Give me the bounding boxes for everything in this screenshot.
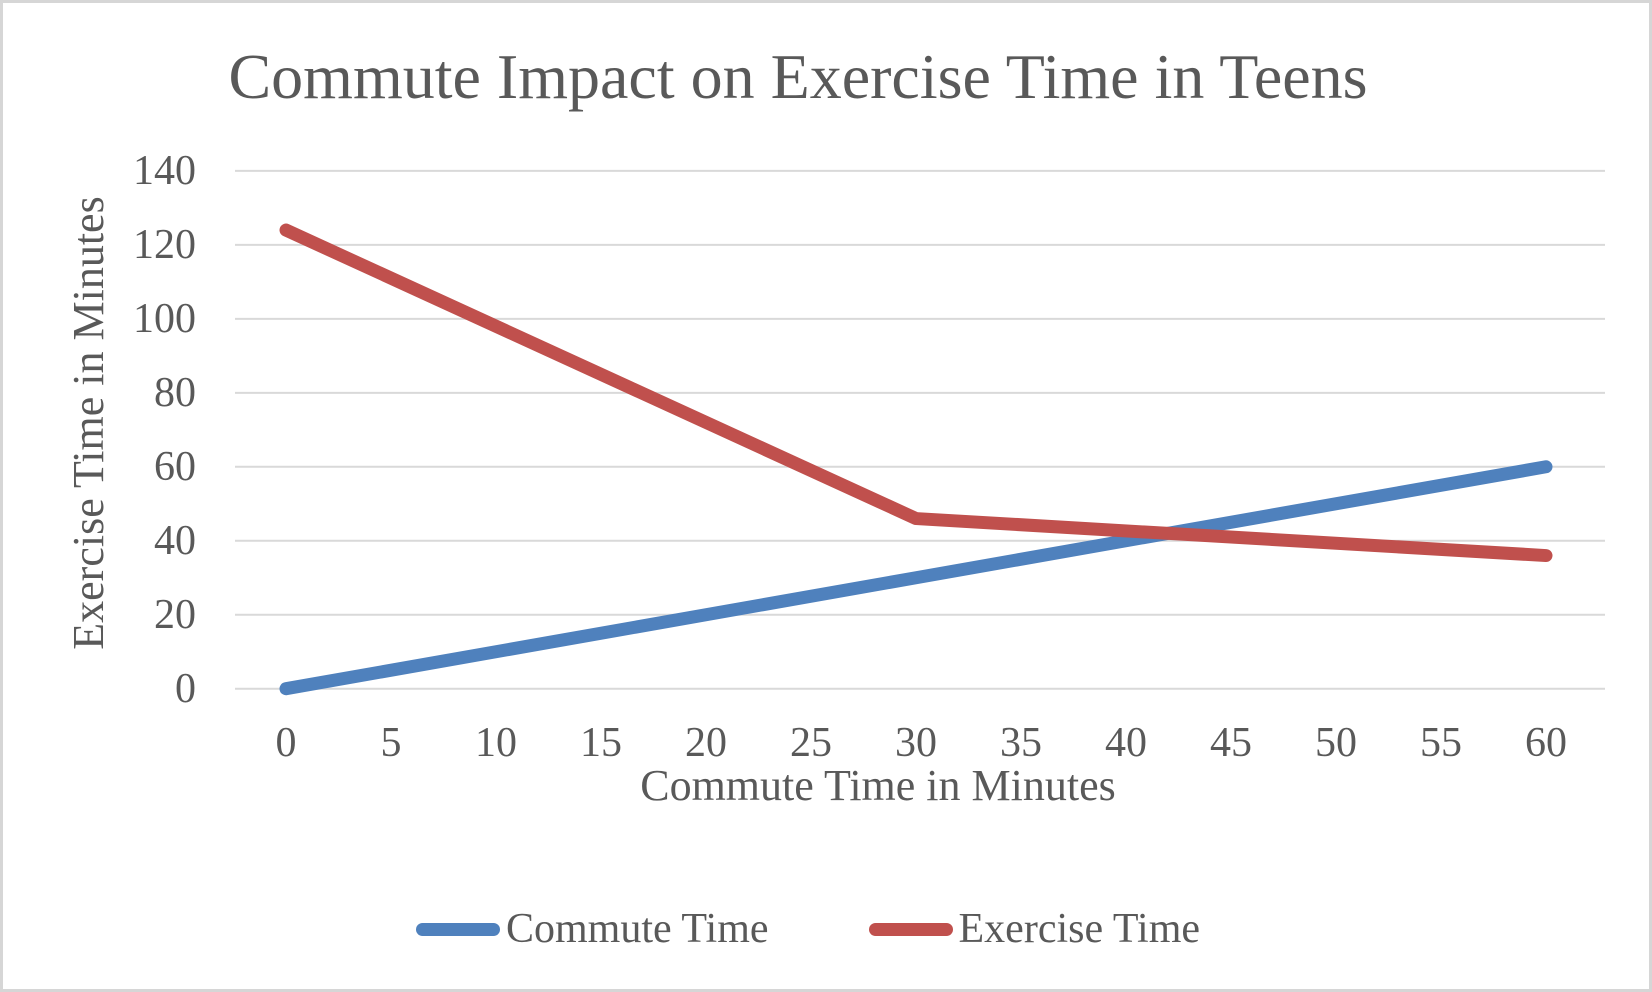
legend-item-commute-time: Commute Time xyxy=(415,906,769,952)
x-tick-label-45: 45 xyxy=(1210,720,1252,766)
x-tick-label-10: 10 xyxy=(475,720,517,766)
x-tick-label-15: 15 xyxy=(580,720,622,766)
x-tick-label-0: 0 xyxy=(275,720,297,766)
x-tick-label-50: 50 xyxy=(1315,720,1357,766)
legend: Commute Time Exercise Time xyxy=(3,907,1613,951)
y-tick-label-20: 20 xyxy=(154,591,196,638)
legend-item-exercise-time: Exercise Time xyxy=(868,906,1201,952)
x-tick-label-5: 5 xyxy=(380,720,402,766)
chart-title: Commute Impact on Exercise Time in Teens xyxy=(228,41,1368,112)
exercise-time-legend-swatch-icon xyxy=(868,922,953,936)
x-tick-label-55: 55 xyxy=(1420,720,1462,766)
x-tick-label-20: 20 xyxy=(685,720,727,766)
commute-time-legend-swatch-icon xyxy=(415,922,500,936)
y-tick-label-40: 40 xyxy=(154,517,196,564)
x-tick-label-30: 30 xyxy=(895,720,937,766)
x-tick-label-40: 40 xyxy=(1105,720,1147,766)
legend-label: Commute Time xyxy=(505,906,769,952)
legend-label: Exercise Time xyxy=(958,906,1201,952)
y-tick-label-60: 60 xyxy=(154,443,196,490)
x-tick-label-25: 25 xyxy=(790,720,832,766)
x-axis-title: Commute Time in Minutes xyxy=(640,761,1116,810)
x-tick-label-60: 60 xyxy=(1525,720,1567,766)
exercise-time-line xyxy=(279,223,1553,563)
commute-time-line xyxy=(279,460,1553,696)
y-tick-label-100: 100 xyxy=(133,295,196,342)
plot-area xyxy=(235,169,1605,696)
y-tick-label-0: 0 xyxy=(175,665,196,712)
x-tick-label-35: 35 xyxy=(1000,720,1042,766)
y-tick-label-140: 140 xyxy=(133,147,196,194)
y-tick-label-120: 120 xyxy=(133,221,196,268)
y-tick-label-80: 80 xyxy=(154,369,196,416)
